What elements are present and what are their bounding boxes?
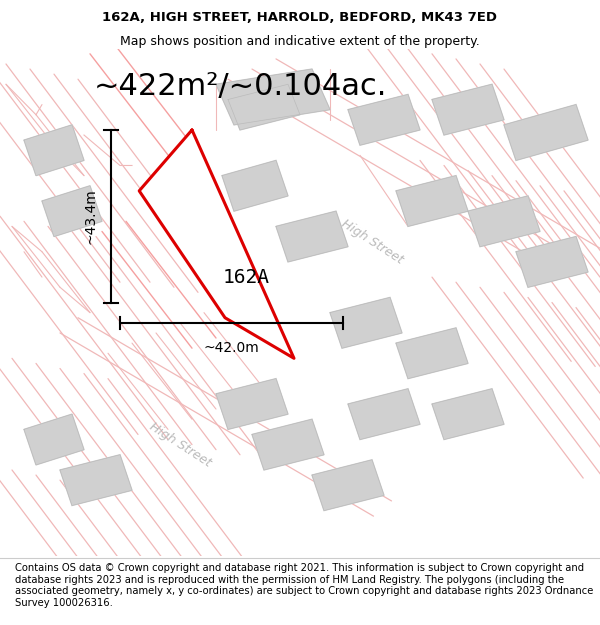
Polygon shape [222,161,288,211]
Polygon shape [330,298,402,348]
Text: Contains OS data © Crown copyright and database right 2021. This information is : Contains OS data © Crown copyright and d… [15,563,593,608]
Polygon shape [60,455,132,506]
Polygon shape [348,389,420,439]
Polygon shape [24,414,84,465]
Polygon shape [216,69,330,125]
Polygon shape [139,130,294,358]
Polygon shape [504,104,588,161]
Polygon shape [228,84,300,130]
Text: ~422m²/~0.104ac.: ~422m²/~0.104ac. [94,72,386,101]
Text: 162A, HIGH STREET, HARROLD, BEDFORD, MK43 7ED: 162A, HIGH STREET, HARROLD, BEDFORD, MK4… [103,11,497,24]
Polygon shape [216,379,288,429]
Polygon shape [468,196,540,247]
Polygon shape [348,94,420,145]
Text: 162A: 162A [223,268,269,287]
Polygon shape [396,328,468,379]
Polygon shape [396,176,468,226]
Text: Map shows position and indicative extent of the property.: Map shows position and indicative extent… [120,35,480,48]
Polygon shape [432,84,504,135]
Polygon shape [432,389,504,439]
Text: ~42.0m: ~42.0m [204,341,259,354]
Polygon shape [312,460,384,511]
Text: ~43.4m: ~43.4m [84,188,98,244]
Polygon shape [42,186,102,236]
Polygon shape [252,419,324,470]
Polygon shape [516,236,588,288]
Text: High Street: High Street [147,420,213,469]
Text: High Street: High Street [339,217,405,266]
Polygon shape [276,211,348,262]
Polygon shape [24,125,84,176]
